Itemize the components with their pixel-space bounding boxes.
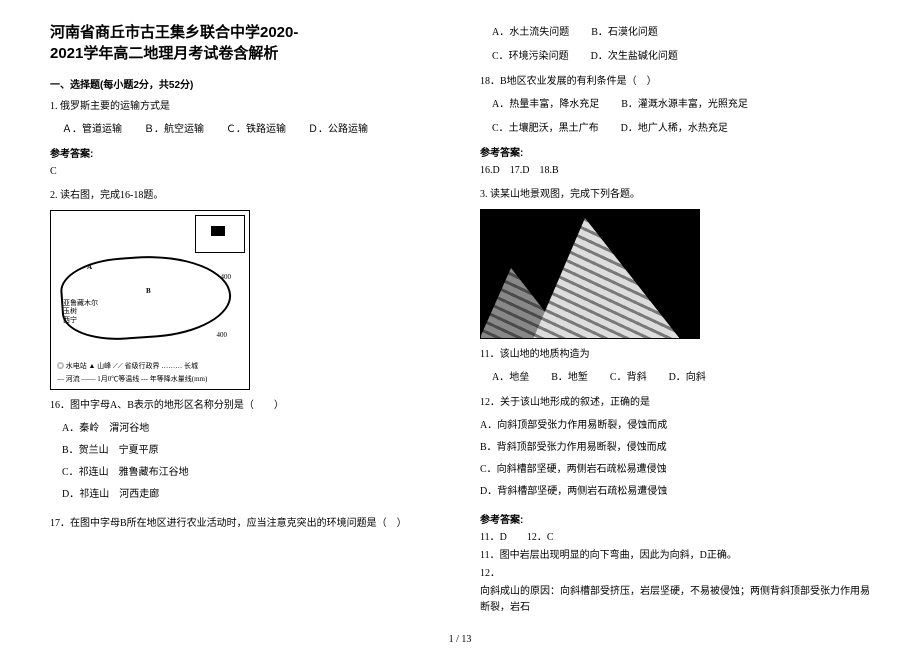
map-label-b: B: [146, 287, 151, 295]
question-1: 1. 俄罗斯主要的运输方式是: [50, 99, 440, 115]
q18-opt-c: C．土壤肥沃，黑土广布: [492, 120, 599, 138]
q12-opt-d: D．背斜槽部坚硬，两侧岩石疏松易遭侵蚀: [480, 483, 848, 501]
map-num-400b: 400: [217, 331, 228, 339]
q17-opt-a: A．水土流失问题: [492, 24, 569, 42]
q1-opt-c: Ｃ．铁路运输: [226, 121, 286, 139]
q12-opt-b: B．背斜顶部受张力作用易断裂，侵蚀而成: [480, 439, 848, 457]
q12-opt-a: A．向斜顶部受张力作用易断裂，侵蚀而成: [480, 417, 848, 435]
q1-opt-a: Ａ．管道运输: [62, 121, 122, 139]
q18-opt-b: B．灌溉水源丰富，光照充足: [621, 96, 748, 114]
question-11: 11．该山地的地质构造为: [480, 347, 870, 363]
question-3: 3. 读某山地景观图，完成下列各题。: [480, 187, 870, 203]
q18-opt-a: A．热量丰富，降水充足: [492, 96, 599, 114]
question-2: 2. 读右图，完成16-18题。: [50, 188, 440, 204]
q11-opt-a: A．地垒: [492, 369, 529, 387]
exam-title: 河南省商丘市古王集乡联合中学2020- 2021学年高二地理月考试卷含解析: [50, 22, 440, 64]
question-18-options-2: C．土壤肥沃，黑土广布 D．地广人稀，水热充足: [492, 120, 870, 138]
map-inset-icon: [195, 215, 245, 253]
map-legend-2: — 河流 —— 1月0℃等温线 --- 年等降水量线(mm): [57, 374, 243, 384]
map-legend-1: ◎ 水电站 ▲ 山峰 ⟋⟋ 省级行政界 ……… 长城: [57, 361, 243, 371]
title-line-1: 河南省商丘市古王集乡联合中学2020-: [50, 24, 298, 41]
question-17-options-2: C．环境污染问题 D．次生盐碱化问题: [492, 48, 870, 66]
page-number: 1 / 13: [0, 634, 920, 645]
q17-opt-b: B．石漠化问题: [591, 24, 658, 42]
q11-opt-c: C．背斜: [610, 369, 647, 387]
question-16-options: A．秦岭 渭河谷地 B．贺兰山 宁夏平原 C．祁连山 雅鲁藏布江谷地 D．祁连山…: [62, 420, 440, 508]
question-18: 18．B地区农业发展的有利条件是（ ）: [480, 74, 870, 90]
title-line-2: 2021学年高二地理月考试卷含解析: [50, 45, 278, 62]
answer-label-3: 参考答案:: [480, 511, 870, 526]
answer-label-2: 参考答案:: [480, 144, 870, 159]
q1-opt-d: Ｄ．公路运输: [308, 121, 368, 139]
question-17: 17．在图中字母B所在地区进行农业活动时，应当注意克突出的环境问题是（ ）: [50, 516, 440, 532]
question-16: 16．图中字母A、B表示的地形区名称分别是（ ）: [50, 398, 440, 414]
map-num-400a: 400: [221, 273, 232, 281]
answer-label: 参考答案:: [50, 145, 440, 160]
map-cities: 亚鲁藏木尔 玉树 西宁: [63, 299, 98, 324]
q12-opt-c: C．向斜槽部坚硬，两侧岩石疏松易遭侵蚀: [480, 461, 848, 479]
question-12: 12．关于该山地形成的叙述，正确的是: [480, 395, 870, 411]
q12-explain: 向斜成山的原因：向斜槽部受挤压，岩层坚硬，不易被侵蚀；两侧背斜顶部受张力作用易断…: [480, 584, 870, 616]
q16-opt-a: A．秦岭 渭河谷地: [62, 420, 418, 438]
q11-explain: 11．图中岩层出现明显的向下弯曲，因此为向斜，D正确。: [480, 548, 870, 564]
q16-opt-c: C．祁连山 雅鲁藏布江谷地: [62, 464, 418, 482]
q16-opt-d: D．祁连山 河西走廊: [62, 486, 418, 504]
question-17-options: A．水土流失问题 B．石漠化问题: [492, 24, 870, 42]
q18-opt-d: D．地广人稀，水热充足: [621, 120, 728, 138]
question-1-options: Ａ．管道运输 Ｂ．航空运输 Ｃ．铁路运输 Ｄ．公路运输: [62, 121, 440, 139]
q17-opt-d: D．次生盐碱化问题: [591, 48, 678, 66]
q17-opt-c: C．环境污染问题: [492, 48, 569, 66]
section-1-heading: 一、选择题(每小题2分，共52分): [50, 76, 440, 91]
map-label-a: A: [87, 263, 92, 271]
q11-opt-d: D．向斜: [669, 369, 706, 387]
q16-opt-b: B．贺兰山 宁夏平原: [62, 442, 418, 460]
map-river-outline: [58, 250, 233, 344]
q1112-answer: 11．D 12．C: [480, 530, 870, 546]
q1-opt-b: Ｂ．航空运输: [144, 121, 204, 139]
mountain-strata-icon: [481, 210, 699, 338]
mountain-figure: [480, 209, 700, 339]
q161718-answer: 16.D 17.D 18.B: [480, 163, 870, 179]
map-figure: A B 400 400 亚鲁藏木尔 玉树 西宁 ◎ 水电站 ▲ 山峰 ⟋⟋ 省级…: [50, 210, 250, 390]
question-18-options-1: A．热量丰富，降水充足 B．灌溉水源丰富，光照充足: [492, 96, 870, 114]
q11-opt-b: B．地堑: [551, 369, 588, 387]
question-11-options: A．地垒 B．地堑 C．背斜 D．向斜: [492, 369, 870, 387]
question-12-options: A．向斜顶部受张力作用易断裂，侵蚀而成 B．背斜顶部受张力作用易断裂，侵蚀而成 …: [480, 417, 870, 505]
q1-answer: C: [50, 164, 440, 180]
q12-explain-num: 12．: [480, 566, 870, 582]
